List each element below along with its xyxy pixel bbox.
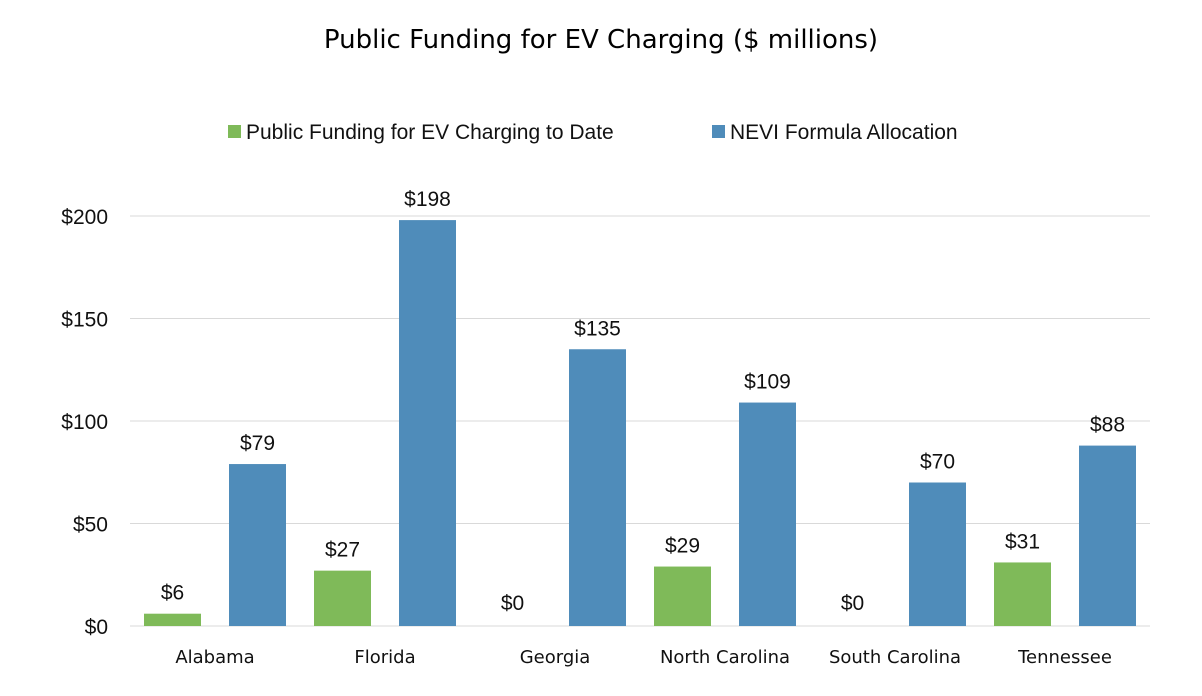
legend: Public Funding for EV Charging to Date NE…	[228, 121, 958, 144]
data-label: $79	[240, 432, 275, 455]
bar-0-5	[994, 562, 1051, 626]
data-label: $135	[574, 317, 621, 340]
legend-label-1: NEVI Formula Allocation	[730, 121, 958, 144]
legend-swatch-1	[712, 125, 725, 138]
bars	[144, 220, 1136, 626]
data-label: $0	[501, 592, 524, 615]
bar-0-1	[314, 570, 371, 626]
x-category-label: South Carolina	[829, 647, 961, 668]
data-labels: $6 $79 $27 $198 $0 $135 $29 $109 $0 $70 $31 $88	[161, 188, 1125, 615]
y-axis-ticks: $0 $50 $100 $150 $200	[61, 206, 108, 639]
data-label: $88	[1090, 414, 1125, 437]
data-label: $70	[920, 451, 955, 474]
chart-title: Public Funding for EV Charging ($ millio…	[324, 25, 878, 55]
x-axis-categories: Alabama Florida Georgia North Carolina South…	[175, 647, 1112, 668]
x-category-label: Georgia	[520, 647, 591, 668]
y-tick-label: $100	[61, 411, 108, 434]
bar-1-5	[1079, 445, 1136, 626]
y-tick-label: $200	[61, 206, 108, 229]
gridlines	[130, 215, 1150, 627]
data-label: $109	[744, 371, 791, 394]
data-label: $6	[161, 582, 184, 605]
legend-swatch-0	[228, 125, 241, 138]
y-tick-label: $0	[85, 616, 108, 639]
x-category-label: North Carolina	[660, 647, 790, 668]
bar-1-4	[909, 482, 966, 626]
data-label: $27	[325, 539, 360, 562]
x-category-label: Tennessee	[1017, 647, 1112, 668]
bar-0-3	[654, 566, 711, 626]
bar-1-0	[229, 464, 286, 626]
x-category-label: Florida	[354, 647, 415, 668]
bar-1-3	[739, 402, 796, 626]
data-label: $0	[841, 592, 864, 615]
legend-label-0: Public Funding for EV Charging to Date	[246, 121, 614, 144]
y-tick-label: $150	[61, 309, 108, 332]
bar-1-1	[399, 220, 456, 626]
x-category-label: Alabama	[175, 647, 254, 668]
bar-0-0	[144, 613, 201, 626]
y-tick-label: $50	[73, 514, 108, 537]
data-label: $31	[1005, 530, 1040, 553]
bar-1-2	[569, 349, 626, 626]
data-label: $198	[404, 188, 451, 211]
data-label: $29	[665, 535, 700, 558]
